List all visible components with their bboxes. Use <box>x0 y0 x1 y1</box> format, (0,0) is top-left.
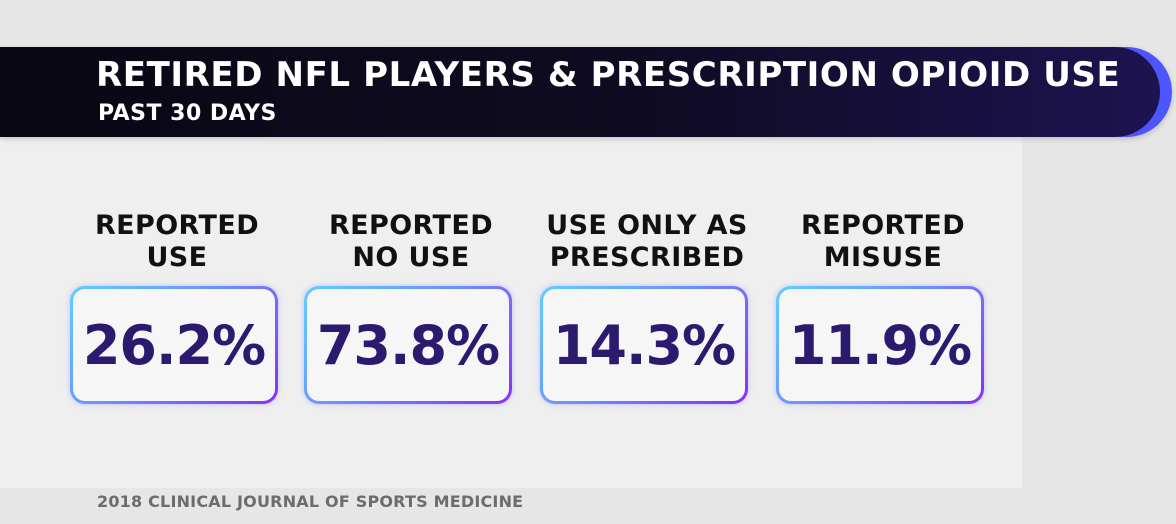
stat-box: 73.8% <box>304 286 512 404</box>
stat-label-line1: REPORTED <box>94 210 260 241</box>
stat-label-line1: REPORTED <box>800 210 966 241</box>
stat-label-line2: PRESCRIBED <box>549 242 745 273</box>
stat-box-inner: 73.8% <box>307 289 509 401</box>
stat-label-line2: MISUSE <box>823 242 943 273</box>
source-citation: 2018 CLINICAL JOURNAL OF SPORTS MEDICINE <box>97 492 524 511</box>
stat-box: 26.2% <box>70 286 278 404</box>
stat-label-line2: USE <box>146 242 208 273</box>
stat-label-line1: USE ONLY AS <box>546 210 748 241</box>
stat-label-line1: REPORTED <box>328 210 494 241</box>
stat-label-line2: NO USE <box>352 242 470 273</box>
stat-label: REPORTED MISUSE <box>776 204 990 274</box>
stat-reported-use: REPORTED USE 26.2% <box>70 204 284 404</box>
stat-reported-no-use: REPORTED NO USE 73.8% <box>304 204 518 404</box>
stat-value: 11.9% <box>788 313 972 377</box>
stat-box-inner: 11.9% <box>779 289 981 401</box>
stat-box-inner: 14.3% <box>543 289 745 401</box>
stat-box: 11.9% <box>776 286 984 404</box>
stat-use-only-as-prescribed: USE ONLY AS PRESCRIBED 14.3% <box>540 204 754 404</box>
stat-label: REPORTED USE <box>70 204 284 274</box>
banner-subtitle: PAST 30 DAYS <box>98 101 277 126</box>
stat-value: 26.2% <box>82 313 266 377</box>
stat-box: 14.3% <box>540 286 748 404</box>
banner-title: RETIRED NFL PLAYERS & PRESCRIPTION OPIOI… <box>96 55 1121 95</box>
stat-reported-misuse: REPORTED MISUSE 11.9% <box>776 204 990 404</box>
stat-value: 73.8% <box>316 313 500 377</box>
stat-label: USE ONLY AS PRESCRIBED <box>540 204 754 274</box>
title-banner-inner: RETIRED NFL PLAYERS & PRESCRIPTION OPIOI… <box>0 47 1160 137</box>
stat-value: 14.3% <box>552 313 736 377</box>
stat-label: REPORTED NO USE <box>304 204 518 274</box>
stat-box-inner: 26.2% <box>73 289 275 401</box>
title-banner: RETIRED NFL PLAYERS & PRESCRIPTION OPIOI… <box>0 47 1172 137</box>
